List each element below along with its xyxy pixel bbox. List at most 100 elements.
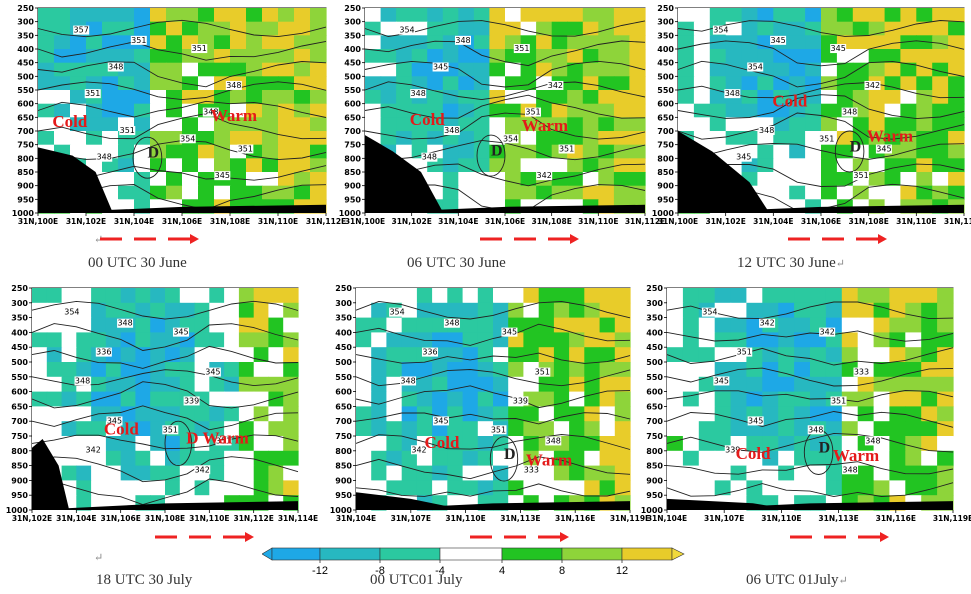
arrow-head	[570, 234, 579, 244]
field-cell	[584, 288, 601, 304]
annotation-warm: Warm	[522, 116, 568, 135]
y-tick-label: 900	[344, 182, 361, 191]
field-cell	[538, 465, 555, 481]
field-cell	[166, 117, 183, 132]
field-cell	[134, 172, 151, 187]
contour-label-bg	[512, 396, 529, 406]
field-cell	[889, 317, 906, 333]
y-tick-label: 500	[335, 358, 352, 367]
field-cell	[678, 8, 695, 23]
field-cell	[120, 465, 137, 481]
field-cell	[458, 117, 475, 132]
field-cell	[921, 421, 938, 437]
field-cell	[889, 288, 906, 304]
contour-label: 348	[842, 465, 857, 474]
y-tick-label: 850	[11, 462, 28, 471]
field-cell	[135, 362, 151, 378]
field-cell	[135, 421, 151, 437]
field-cell	[682, 391, 700, 407]
contour-label-bg	[501, 327, 518, 337]
y-tick-label: 900	[657, 182, 674, 191]
field-cell	[569, 347, 585, 363]
field-cell	[278, 62, 295, 77]
y-tick-label: 350	[335, 314, 352, 323]
field-cell	[198, 158, 215, 173]
field-cell	[789, 185, 806, 200]
field-cell	[416, 288, 433, 304]
field-cell	[214, 49, 231, 64]
field-cell	[948, 21, 965, 36]
field-cell	[741, 8, 759, 23]
field-cell	[900, 144, 917, 159]
contour-label: 348	[759, 126, 774, 135]
field-cell	[551, 103, 568, 118]
field-cell	[458, 131, 475, 146]
field-cell	[582, 144, 599, 159]
field-cell	[442, 103, 459, 118]
field-cell	[505, 103, 522, 118]
field-cell	[773, 76, 790, 91]
field-cell	[825, 288, 843, 304]
field-cell	[246, 49, 263, 64]
y-tick-label: 700	[344, 127, 361, 136]
field-cell	[582, 49, 599, 64]
field-cell	[852, 90, 870, 105]
field-cell	[396, 144, 413, 159]
field-cell	[789, 131, 806, 146]
contour-label: 339	[725, 445, 740, 454]
field-cell	[805, 117, 822, 132]
field-cell	[725, 21, 743, 36]
field-cell	[613, 76, 631, 91]
field-cell	[278, 117, 295, 132]
field-cell	[262, 8, 279, 23]
field-cell	[821, 158, 838, 173]
field-cell	[371, 465, 387, 481]
field-cell	[278, 76, 295, 91]
field-cell	[900, 172, 917, 187]
field-cell	[493, 406, 509, 422]
contour-label: 333	[854, 368, 869, 377]
field-cell	[209, 288, 225, 304]
field-cell	[209, 376, 225, 393]
contour-label-bg	[421, 152, 438, 162]
contour-line	[355, 352, 631, 364]
field-cell	[551, 21, 568, 36]
field-cell	[268, 436, 284, 452]
field-cell	[38, 90, 55, 105]
field-cell	[46, 332, 63, 348]
field-cell	[238, 288, 255, 304]
field-cell	[61, 465, 77, 481]
field-cell	[693, 35, 711, 50]
field-cell	[70, 117, 87, 132]
field-cell	[523, 302, 540, 319]
field-cell	[584, 362, 601, 378]
field-cell	[599, 436, 616, 452]
y-tick-label: 850	[17, 168, 34, 177]
field-cell	[614, 450, 631, 467]
field-cell	[458, 172, 475, 187]
field-cell	[432, 450, 448, 467]
field-cell	[91, 421, 107, 437]
field-cell	[714, 480, 732, 496]
field-cell	[473, 117, 491, 132]
field-cell	[667, 317, 684, 333]
field-cell	[283, 406, 299, 422]
field-cell	[396, 131, 413, 146]
contour-label: 336	[422, 348, 437, 357]
field-cell	[584, 406, 601, 422]
field-cell	[432, 288, 448, 304]
field-cell	[889, 376, 906, 393]
contour-label-bg	[545, 436, 562, 446]
field-cell	[569, 302, 585, 319]
field-cell	[458, 103, 475, 118]
field-cell	[682, 450, 700, 467]
field-cell	[432, 332, 448, 348]
field-cell	[76, 332, 92, 348]
contour-label-bg	[432, 62, 449, 72]
field-cell	[921, 302, 938, 319]
field-cell	[473, 8, 491, 23]
y-tick-label: 700	[17, 127, 34, 136]
field-cell	[396, 49, 413, 64]
contour-label-bg	[179, 134, 196, 144]
contour-label-bg	[558, 144, 575, 154]
